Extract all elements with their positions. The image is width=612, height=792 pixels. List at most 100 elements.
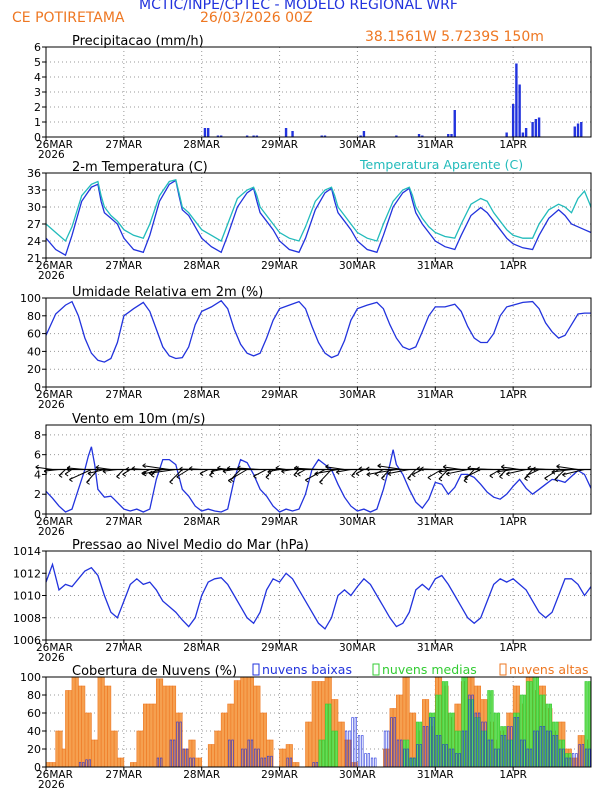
cloud-high-bar [422,699,426,768]
wind-barb-head [64,473,69,477]
rh-ytick-label: 60 [27,328,41,341]
wind-barb-head [467,465,472,469]
pres-xtick-label: 29MAR [261,642,298,654]
cloud-high-bar [104,685,108,768]
cloud-ytick-label: 20 [27,743,41,756]
rh-xtick-label: 31MAR [417,389,454,401]
wind-panel [35,424,592,518]
cloud-high-bar [146,703,151,768]
wind-ytick-label: 8 [34,429,41,442]
wind-barb [35,466,53,470]
wind-barb-head [355,473,360,477]
temp-xtick-label: 27MAR [105,260,142,272]
cloud-legend-label: nuvens medias [382,662,477,677]
cloud-high-bar [250,676,254,768]
wind-barb-head [314,471,319,475]
wind-barb [377,465,403,470]
wind-barb-head [87,473,92,476]
cloud-low-bar [357,735,361,768]
precip-bar [573,126,576,137]
rh-xtick-label: 27MAR [105,389,142,401]
cloud-high-bar [113,730,118,768]
cloud-high-bar [165,685,170,768]
wind-barb [228,469,248,482]
cloud-high-bar [52,762,57,768]
precip-bar [534,119,538,137]
cloud-high-bar [120,757,125,768]
wind-barb-head [532,468,536,472]
cloud-high-bar [214,730,219,768]
wind-barb-head [265,476,270,480]
wind-barb [237,467,261,470]
wind-barb-head [442,466,447,470]
wind-barb-head [527,467,532,471]
wind-barb-head [442,464,447,468]
wind-barb-head [222,468,227,472]
cloud-legend-swatch [252,663,260,676]
wind-barb-head [562,472,566,476]
cloud-high-bar [237,680,241,768]
wind-barb [556,465,579,470]
temp-xtick-label: 29MAR [261,260,298,272]
wind-barb-head [142,471,147,475]
wind-barb-head [69,477,73,480]
rh-ytick-label: 40 [27,345,41,358]
precip-xtick-label: 31MAR [417,139,454,151]
cloud-high-bar [340,721,345,768]
cloud-high-bar [220,712,225,768]
wind-barb-head [209,472,213,476]
wind-barb [443,466,462,470]
wind-barb-head [501,466,505,470]
cloud-high-bar [48,762,53,768]
wind-barb [497,469,514,473]
temp-legend: Temperatura Aparente (C) [359,157,523,172]
rh-xtick-label: 28MAR [183,389,220,401]
precip-panel [42,46,592,141]
wind-barb-head [267,469,272,473]
wind-barb-head [102,470,107,474]
cloud-panel [42,663,592,771]
wind-barb [67,467,85,470]
wind-barb-head [66,467,71,471]
wind-barb-head [210,469,215,473]
wind-barb-head [377,463,382,467]
wind-barb [169,469,183,483]
cloud-high-bar [74,676,79,768]
wind-barb-head [416,468,421,472]
wind-barb [189,468,202,470]
wind-barb-head [64,471,69,475]
wind-barb-head [527,465,532,469]
wind-barb [319,469,332,483]
cloud-high-bar [97,676,102,768]
precip-ytick-label: 1 [34,116,41,129]
precip-bar [320,135,323,137]
precip-bar [580,122,583,137]
wind-ytick-label: 4 [34,468,41,481]
wind-barb-head [325,464,329,468]
wind-barb-head [501,464,505,468]
wind-barb-head [293,467,298,471]
wind-barb-head [179,466,183,470]
wind-barb-head [222,470,227,474]
pres-xtick-label: 26MAR [36,642,73,654]
cloud-high-bar [308,721,313,768]
cloud-ytick-label: 100 [20,671,41,684]
wind-barb-head [141,470,146,474]
wind-barb-head [116,476,120,480]
wind-barb [267,469,280,473]
cloud-legend-swatch [499,663,507,676]
precip-bar [245,135,249,137]
temp-title: 2-m Temperatura (C) [72,160,208,175]
wind-barb-head [325,466,329,470]
wind-barb-head [377,465,382,469]
wind-barb-head [463,480,468,484]
cloud-high-bar [168,685,173,768]
wind-barb-head [499,476,503,480]
cloud-high-bar [185,748,190,768]
precip-bar [505,132,508,137]
rh-title: Umidade Relativa em 2m (%) [72,285,263,300]
precip-bar [417,134,421,137]
wind-barb-head [319,479,323,483]
precip-bar [207,128,210,137]
wind-xtick-label: 1APR [499,516,527,528]
